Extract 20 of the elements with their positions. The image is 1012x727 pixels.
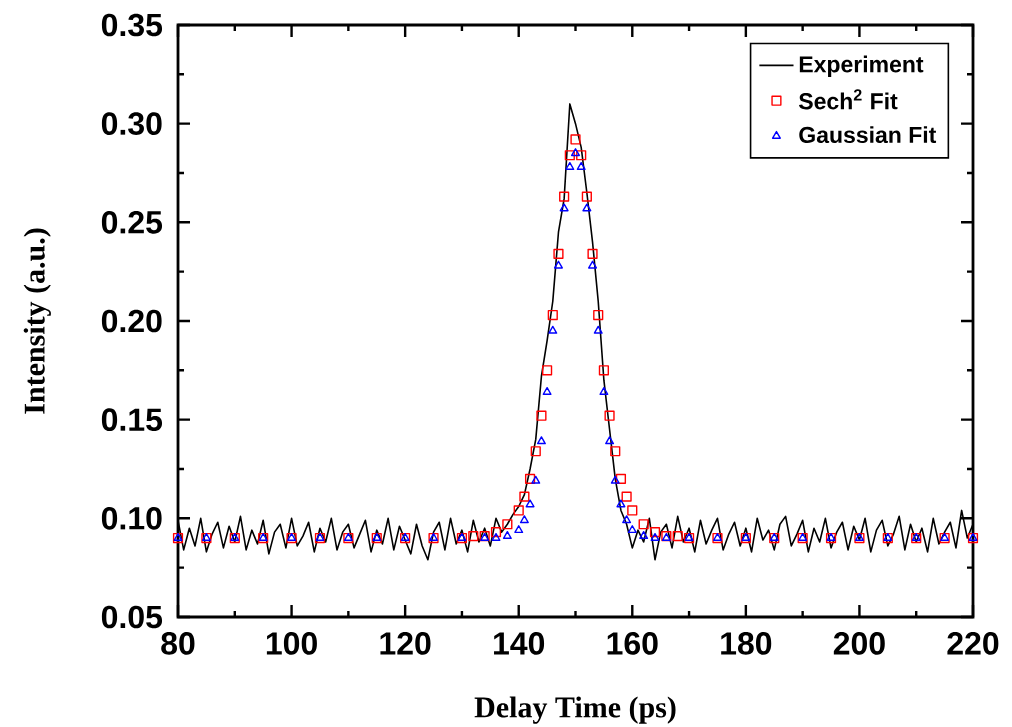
y-tick-label: 0.10 [101,507,162,530]
x-tick-label: 120 [380,632,431,655]
x-tick-label: 220 [947,632,999,655]
y-tick-label: 0.30 [101,112,162,135]
y-tick-label: 0.35 [101,13,163,37]
x-tick-label: 140 [494,632,545,655]
x-tick-label: 160 [607,632,658,655]
x-axis-title: Delay Time (ps) [474,696,676,724]
y-axis-title: Intensity (a.u.) [23,228,51,414]
y-tick-label: 0.25 [101,211,163,234]
y-tick-label: 0.20 [101,309,162,333]
legend-label: Experiment [799,55,924,77]
y-tick-label: 0.15 [101,408,163,431]
x-tick-label: 80 [161,632,195,655]
y-tick-label: 0.05 [101,605,163,629]
x-tick-label: 200 [833,632,885,655]
legend-label: Sech$^{2}$ Fit [798,89,898,110]
legend-label: Gaussian Fit [799,126,937,144]
x-tick-label: 180 [721,632,772,655]
x-tick-label: 100 [266,632,317,655]
